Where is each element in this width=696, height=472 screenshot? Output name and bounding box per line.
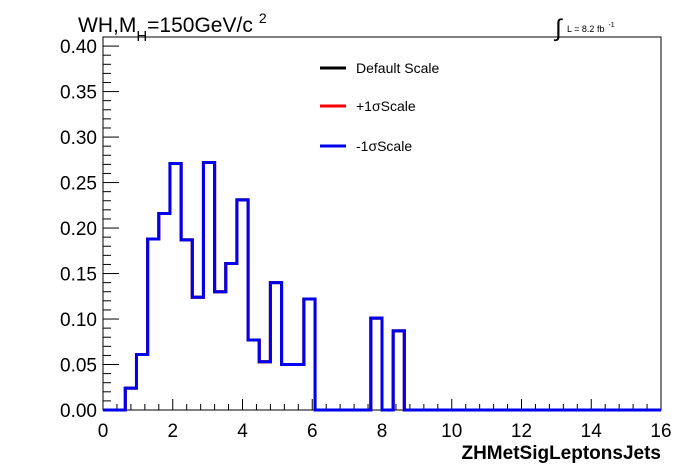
y-tick-label: 0.30	[60, 128, 97, 149]
y-tick-label: 0.10	[60, 310, 97, 331]
y-tick-label: 0.00	[60, 401, 97, 422]
legend-label-minus1sigma: -1σScale	[356, 138, 412, 154]
chart-title: WH,MH=150GeV/c 2	[78, 10, 267, 45]
legend-label-default: Default Scale	[356, 60, 439, 76]
x-axis-title: ZHMetSigLeptonsJets	[461, 443, 661, 464]
x-tick-label: 10	[441, 421, 462, 442]
y-tick-label: 0.05	[60, 356, 97, 377]
legend: Default Scale +1σScale -1σScale	[320, 60, 439, 154]
series-line-2	[103, 161, 661, 412]
x-tick-label: 8	[377, 421, 388, 442]
y-tick-label: 0.35	[60, 83, 97, 104]
x-tick-label: 6	[307, 421, 318, 442]
legend-label-plus1sigma: +1σScale	[356, 98, 416, 114]
x-tick-label: 0	[98, 421, 109, 442]
lumi-label: L = 8.2 fb -1	[567, 22, 615, 34]
y-tick-label: 0.40	[60, 37, 97, 58]
x-tick-label: 12	[511, 421, 532, 442]
x-tick-label: 16	[650, 421, 671, 442]
x-tick-label: 4	[237, 421, 248, 442]
y-tick-label: 0.15	[60, 265, 97, 286]
x-tick-label: 2	[167, 421, 178, 442]
y-tick-label: 0.20	[60, 219, 97, 240]
integral-symbol: ∫	[553, 15, 563, 42]
x-tick-label: 14	[581, 421, 603, 442]
y-tick-label: 0.25	[60, 174, 97, 195]
